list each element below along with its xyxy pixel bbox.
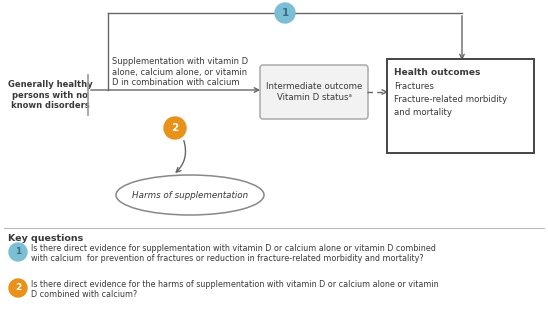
Text: 2: 2 [172,123,179,133]
Circle shape [9,279,27,297]
Text: Harms of supplementation: Harms of supplementation [132,190,248,199]
Ellipse shape [116,175,264,215]
Text: Key questions: Key questions [8,234,83,243]
Text: Fracture-related morbidity: Fracture-related morbidity [394,95,507,104]
Text: Is there direct evidence for supplementation with vitamin D or calcium alone or : Is there direct evidence for supplementa… [31,244,436,264]
Text: Supplementation with vitamin D
alone, calcium alone, or vitamin
D in combination: Supplementation with vitamin D alone, ca… [112,57,248,87]
Text: and mortality: and mortality [394,108,452,117]
Text: Is there direct evidence for the harms of supplementation with vitamin D or calc: Is there direct evidence for the harms o… [31,280,438,299]
FancyBboxPatch shape [387,59,534,153]
Text: 1: 1 [281,8,289,18]
Circle shape [9,243,27,261]
Text: Generally healthy
persons with no
known disorders: Generally healthy persons with no known … [8,80,92,110]
Text: 1: 1 [15,247,21,257]
Text: Fractures: Fractures [394,82,434,91]
Text: Health outcomes: Health outcomes [394,68,481,77]
Text: Intermediate outcome
Vitamin D statusᵃ: Intermediate outcome Vitamin D statusᵃ [266,82,362,102]
FancyArrowPatch shape [176,140,186,172]
FancyBboxPatch shape [260,65,368,119]
Circle shape [164,117,186,139]
Circle shape [275,3,295,23]
Text: 2: 2 [15,284,21,292]
